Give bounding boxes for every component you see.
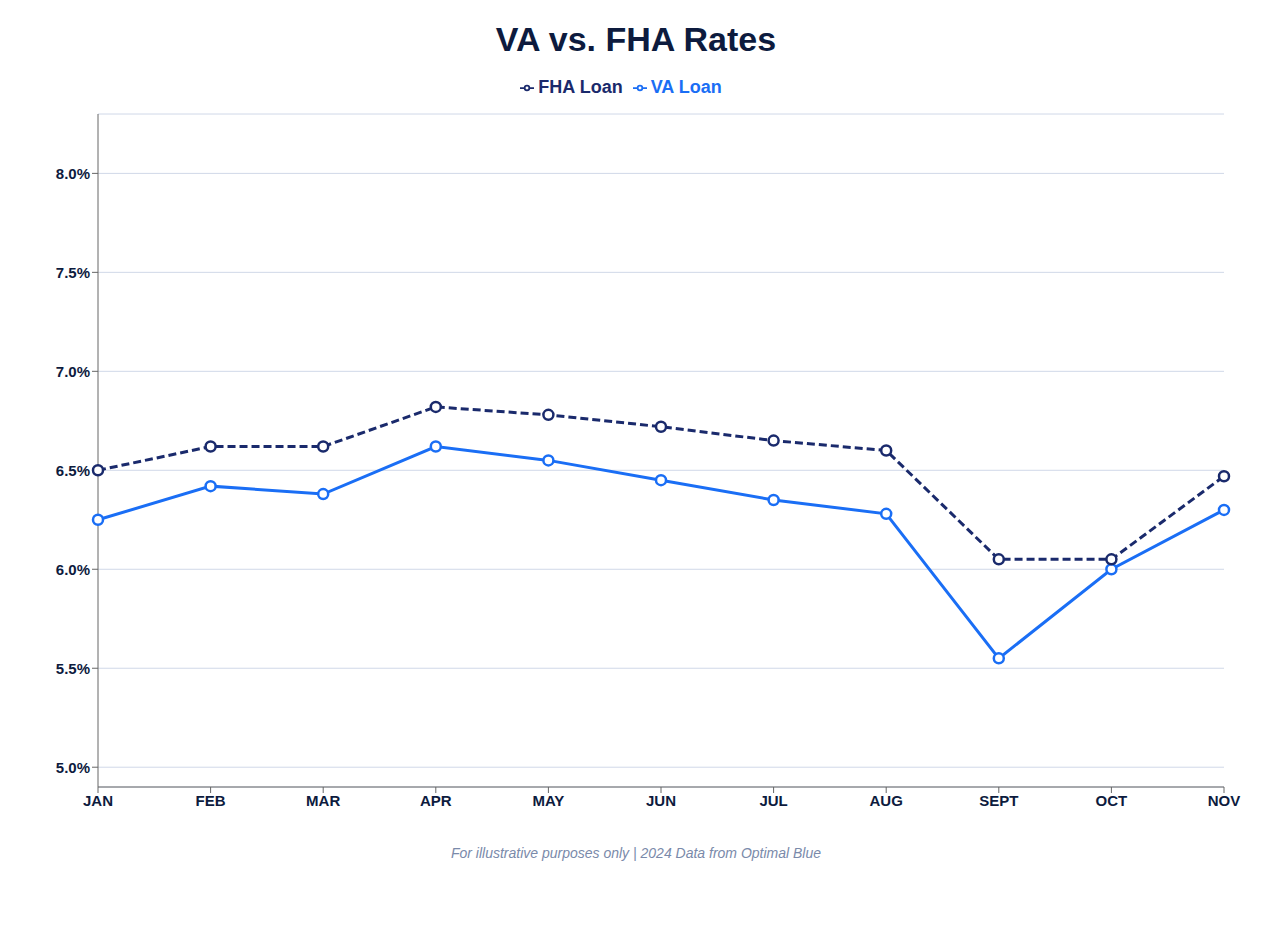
svg-text:SEPT: SEPT [979, 792, 1018, 809]
svg-text:JAN: JAN [83, 792, 113, 809]
svg-text:JUN: JUN [646, 792, 676, 809]
svg-text:8.0%: 8.0% [56, 165, 90, 182]
svg-text:5.0%: 5.0% [56, 759, 90, 776]
svg-text:AUG: AUG [870, 792, 903, 809]
svg-text:7.5%: 7.5% [56, 264, 90, 281]
svg-text:5.5%: 5.5% [56, 660, 90, 677]
html-text:VA vs. FHA Rates: VA vs. FHA Rates [495, 20, 777, 58]
svg-text:MAY: MAY [532, 792, 564, 809]
html-text:For illustrative purposes only: For illustrative purposes only | 2024 Da… [450, 845, 822, 861]
svg-text:JUL: JUL [759, 792, 787, 809]
svg-text:NOV: NOV [1208, 792, 1241, 809]
svg-text:APR: APR [420, 792, 452, 809]
svg-text:MAR: MAR [306, 792, 340, 809]
svg-text:6.5%: 6.5% [56, 462, 90, 479]
svg-text:6.0%: 6.0% [56, 561, 90, 578]
html-text:VA Loan: VA Loan [650, 77, 722, 97]
html-text:FHA Loan: FHA Loan [538, 77, 623, 97]
svg-text:OCT: OCT [1096, 792, 1128, 809]
svg-text:7.0%: 7.0% [56, 363, 90, 380]
svg-text:FEB: FEB [196, 792, 226, 809]
